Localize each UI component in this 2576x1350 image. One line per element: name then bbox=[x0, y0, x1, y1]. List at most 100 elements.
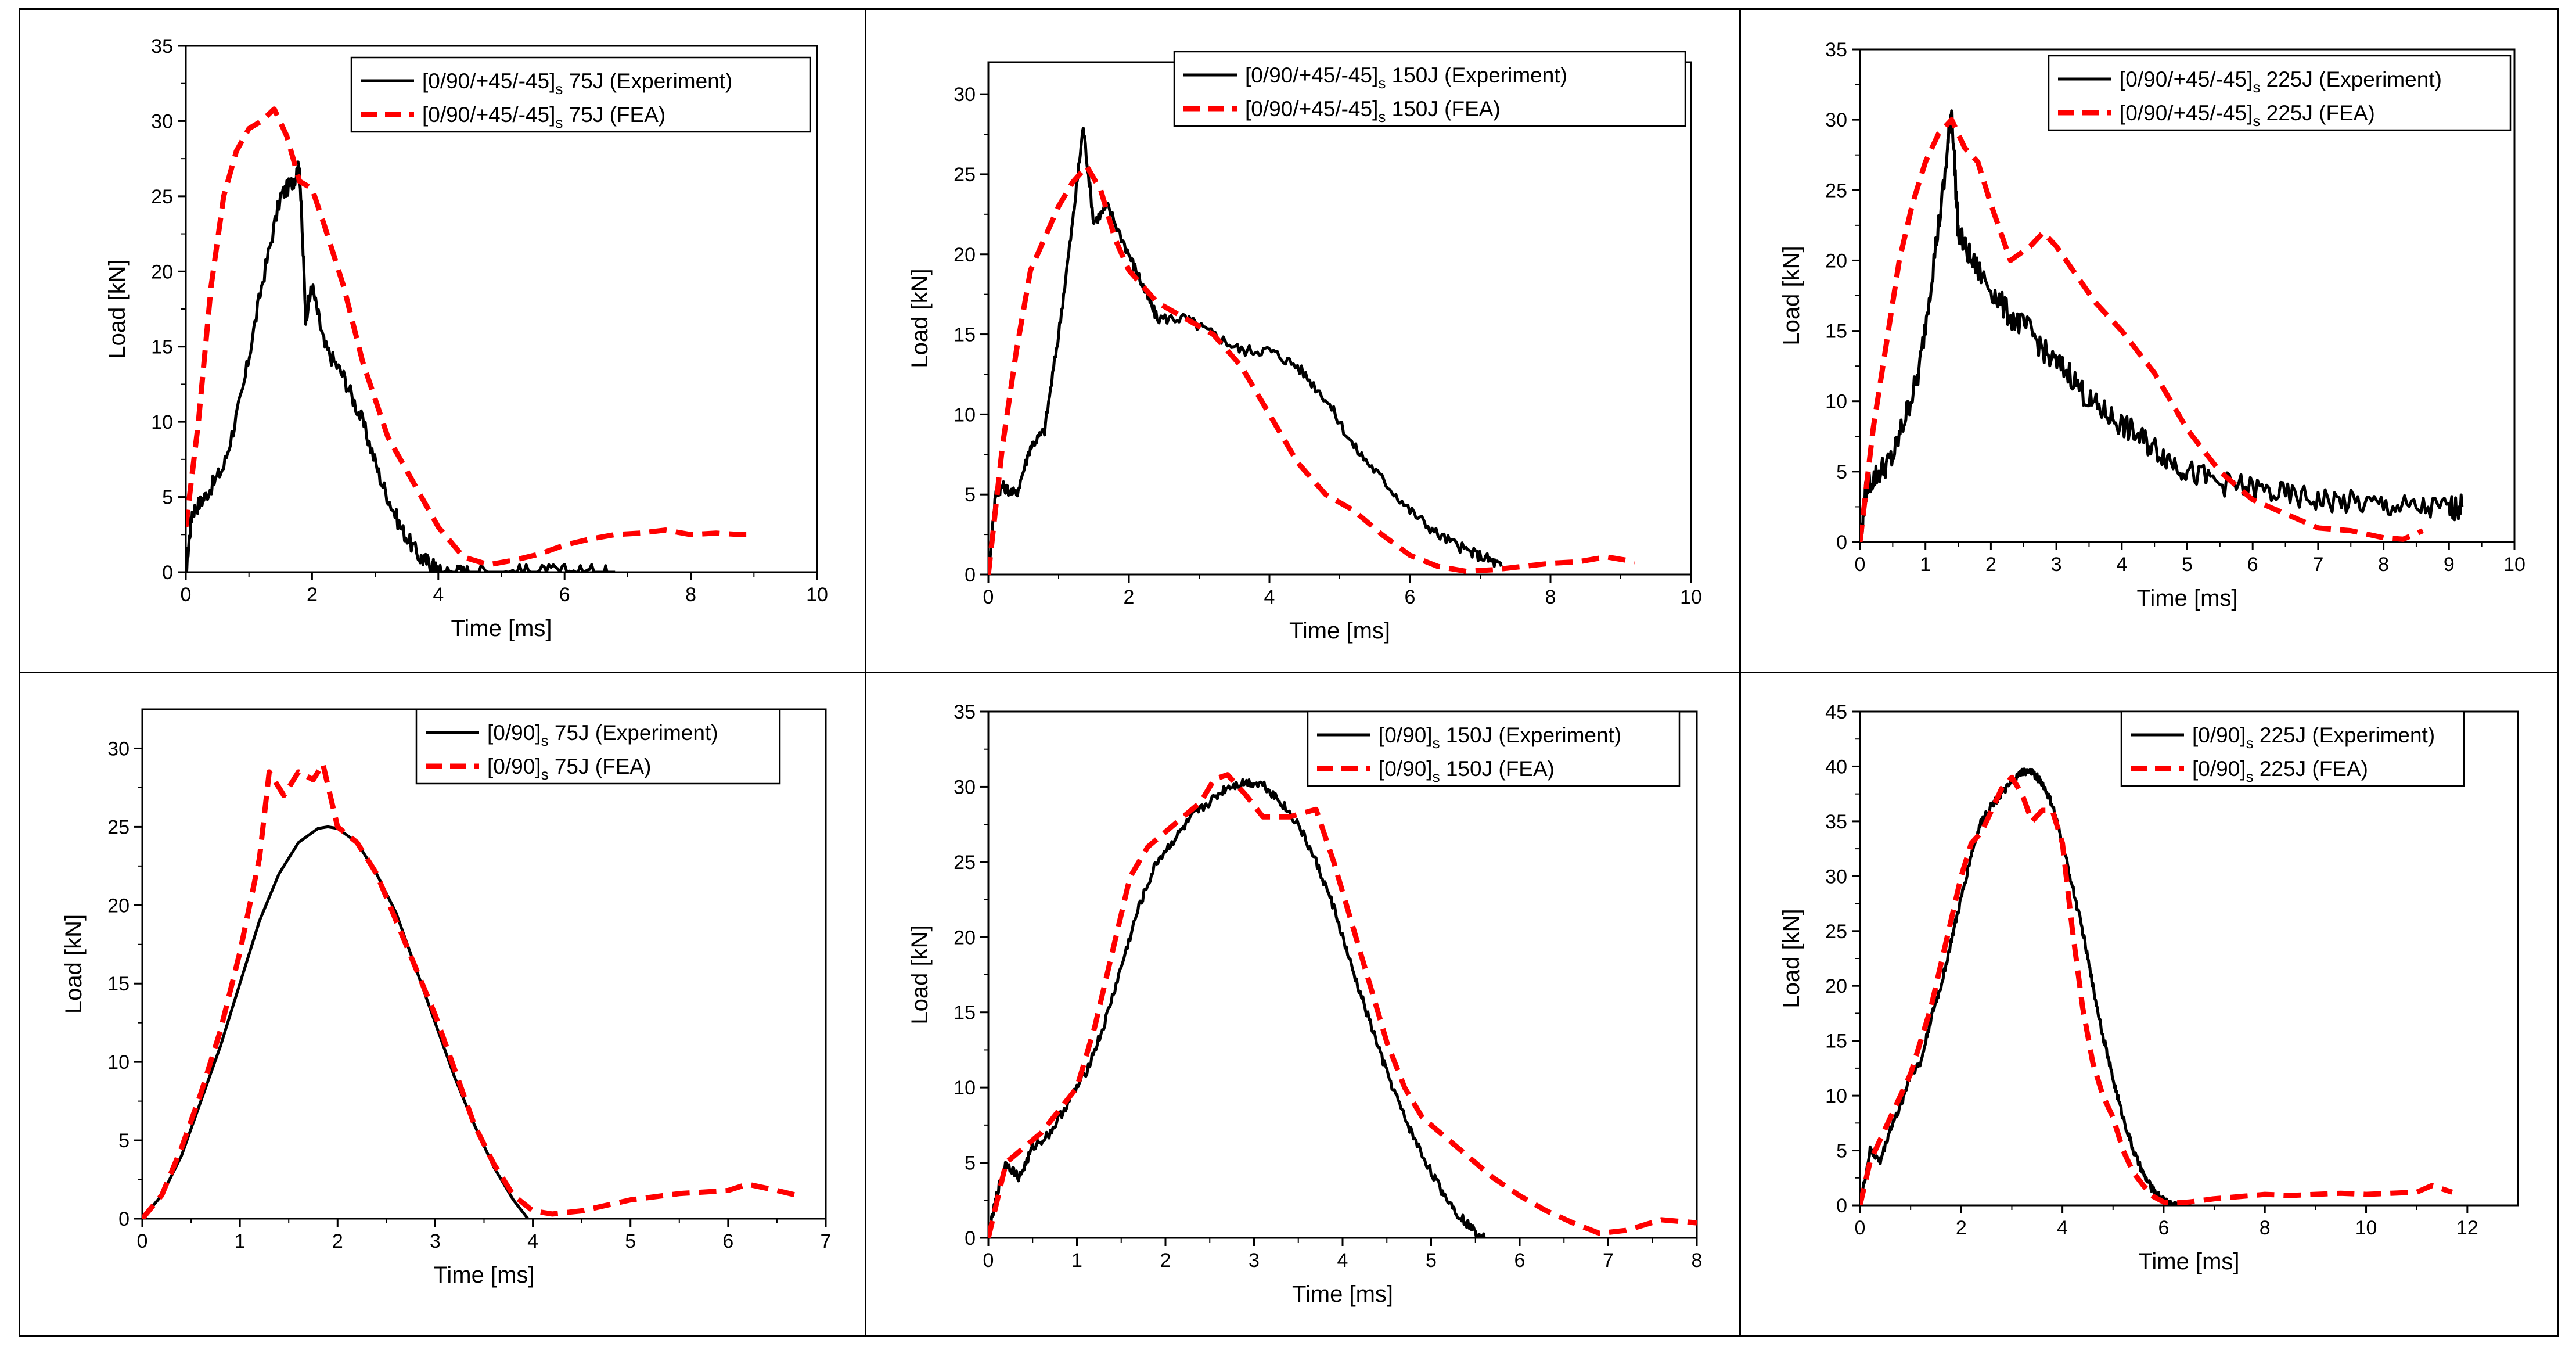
y-tick-label: 15 bbox=[954, 324, 976, 346]
y-tick-label: 20 bbox=[954, 244, 976, 266]
series-line-fea bbox=[988, 163, 1635, 575]
y-tick-label: 35 bbox=[151, 35, 173, 58]
x-tick-label: 4 bbox=[2057, 1217, 2068, 1239]
y-tick-label: 10 bbox=[107, 1051, 129, 1073]
x-tick-label: 0 bbox=[983, 586, 994, 608]
x-axis-label: Time [ms] bbox=[433, 1262, 534, 1288]
x-tick-label: 2 bbox=[1985, 554, 1996, 576]
x-tick-label: 6 bbox=[1514, 1250, 1526, 1272]
y-tick-label: 25 bbox=[1825, 179, 1847, 202]
x-tick-label: 4 bbox=[2116, 554, 2127, 576]
legend-label: [0/90/+45/-45]s 225J (FEA) bbox=[2120, 101, 2375, 130]
legend-box bbox=[415, 708, 781, 785]
y-tick-label: 30 bbox=[151, 110, 173, 132]
x-axis-label: Time [ms] bbox=[1292, 1281, 1393, 1307]
x-tick-label: 3 bbox=[430, 1230, 441, 1252]
legend-label: [0/90]s 150J (FEA) bbox=[1379, 757, 1555, 785]
x-tick-label: 2 bbox=[1124, 586, 1135, 608]
x-tick-label: 0 bbox=[983, 1250, 994, 1272]
y-tick-label: 35 bbox=[1825, 39, 1847, 61]
x-tick-label: 6 bbox=[559, 584, 570, 606]
y-tick-label: 15 bbox=[1825, 1031, 1847, 1053]
x-tick-label: 0 bbox=[181, 584, 192, 606]
y-tick-label: 0 bbox=[1836, 532, 1847, 554]
legend-box bbox=[1173, 51, 1686, 127]
x-axis-label: Time [ms] bbox=[2136, 586, 2237, 611]
chart-svg: 0 1 2 3 4 5 6 7 8 9 10 0 5 10 15 20 25 30 35 Time [ms] Load … bbox=[1779, 39, 2525, 611]
legend-label: [0/90]s 75J (Experiment) bbox=[487, 721, 718, 749]
y-tick-label: 30 bbox=[954, 84, 976, 106]
y-tick-label: 40 bbox=[1825, 756, 1847, 778]
y-tick-label: 20 bbox=[107, 895, 129, 917]
y-axis-label: Load [kN] bbox=[105, 259, 130, 358]
y-tick-label: 5 bbox=[965, 1152, 976, 1175]
y-tick-label: 20 bbox=[151, 261, 173, 283]
series-line-fea bbox=[142, 761, 797, 1219]
x-tick-label: 4 bbox=[1264, 586, 1275, 608]
y-axis-label: Load [kN] bbox=[1779, 246, 1804, 345]
y-tick-label: 15 bbox=[1825, 321, 1847, 343]
chart-svg: 0 2 4 6 8 10 0 5 10 15 20 25 30 Time [ms] Load [kN] [0/… bbox=[907, 51, 1702, 644]
series-line-fea bbox=[1860, 117, 2424, 542]
x-tick-label: 10 bbox=[2503, 554, 2525, 576]
x-tick-label: 2 bbox=[307, 584, 318, 606]
x-tick-label: 9 bbox=[2444, 554, 2455, 576]
x-axis-label: Time [ms] bbox=[451, 616, 552, 641]
y-tick-label: 15 bbox=[107, 973, 129, 995]
legend-box bbox=[1307, 710, 1681, 787]
x-tick-label: 4 bbox=[527, 1230, 538, 1252]
y-tick-label: 45 bbox=[1825, 701, 1847, 723]
y-tick-label: 10 bbox=[1825, 391, 1847, 413]
chart-panel-6: 0 2 4 6 8 10 12 0 5 10 15 20 25 30 35 40 45 Time [ms] Load… bbox=[1739, 672, 2559, 1337]
series-line-experiment bbox=[988, 127, 1503, 575]
x-tick-label: 2 bbox=[1956, 1217, 1967, 1239]
legend-label: [0/90]s 225J (FEA) bbox=[2192, 757, 2368, 785]
legend-label: [0/90/+45/-45]s 75J (FEA) bbox=[422, 103, 665, 131]
chart-panel-4: 0 1 2 3 4 5 6 7 0 5 10 15 20 25 30 Time [ms] Load [kN] [0… bbox=[19, 672, 866, 1337]
y-axis-label: Load [kN] bbox=[907, 268, 933, 368]
x-tick-label: 10 bbox=[2355, 1217, 2377, 1239]
y-tick-label: 35 bbox=[1825, 811, 1847, 833]
x-tick-label: 10 bbox=[806, 584, 828, 606]
y-tick-label: 5 bbox=[1836, 1140, 1847, 1162]
y-tick-label: 20 bbox=[954, 927, 976, 949]
x-tick-label: 8 bbox=[2260, 1217, 2271, 1239]
y-tick-label: 5 bbox=[1836, 461, 1847, 483]
x-tick-label: 2 bbox=[1160, 1250, 1171, 1272]
x-tick-label: 1 bbox=[1071, 1250, 1082, 1272]
legend-box bbox=[350, 56, 811, 133]
y-tick-label: 30 bbox=[1825, 109, 1847, 131]
y-axis-label: Load [kN] bbox=[1779, 909, 1804, 1008]
x-tick-label: 8 bbox=[1692, 1250, 1703, 1272]
x-tick-label: 0 bbox=[137, 1230, 148, 1252]
y-tick-label: 20 bbox=[1825, 250, 1847, 272]
x-tick-label: 7 bbox=[821, 1230, 832, 1252]
chart-svg: 0 1 2 3 4 5 6 7 0 5 10 15 20 25 30 Time [ms] Load [kN] [0… bbox=[61, 708, 832, 1288]
y-tick-label: 0 bbox=[965, 1227, 976, 1250]
chart-panel-5: 0 1 2 3 4 5 6 7 8 0 5 10 15 20 25 30 35 Time [ms] Load [kN… bbox=[865, 672, 1741, 1337]
y-tick-label: 0 bbox=[118, 1208, 129, 1230]
series-line-experiment bbox=[142, 825, 530, 1219]
y-tick-label: 10 bbox=[954, 1077, 976, 1099]
x-tick-label: 0 bbox=[1855, 1217, 1866, 1239]
y-tick-label: 10 bbox=[1825, 1085, 1847, 1107]
series-line-fea bbox=[1860, 774, 2453, 1205]
y-tick-label: 5 bbox=[162, 487, 173, 509]
plot-frame bbox=[987, 61, 1692, 576]
series-line-experiment bbox=[186, 160, 616, 572]
y-tick-label: 30 bbox=[1825, 866, 1847, 888]
series-line-fea bbox=[988, 772, 1697, 1238]
y-tick-label: 10 bbox=[954, 404, 976, 426]
y-tick-label: 5 bbox=[118, 1130, 129, 1152]
y-tick-label: 15 bbox=[954, 1002, 976, 1024]
chart-panel-2: 0 2 4 6 8 10 0 5 10 15 20 25 30 Time [ms] Load [kN] [0/… bbox=[865, 8, 1741, 673]
x-tick-label: 3 bbox=[1249, 1250, 1260, 1272]
x-tick-label: 1 bbox=[235, 1230, 246, 1252]
legend-label: [0/90]s 75J (FEA) bbox=[487, 755, 651, 783]
x-tick-label: 7 bbox=[1603, 1250, 1614, 1272]
chart-panel-3: 0 1 2 3 4 5 6 7 8 9 10 0 5 10 15 20 25 30 35 Time [ms] Load … bbox=[1739, 8, 2559, 673]
legend-label: [0/90/+45/-45]s 150J (FEA) bbox=[1245, 97, 1501, 125]
y-tick-label: 30 bbox=[107, 738, 129, 760]
x-axis-label: Time [ms] bbox=[1289, 618, 1390, 644]
chart-svg: 0 2 4 6 8 10 12 0 5 10 15 20 25 30 35 40 45 Time [ms] Load… bbox=[1779, 701, 2519, 1274]
